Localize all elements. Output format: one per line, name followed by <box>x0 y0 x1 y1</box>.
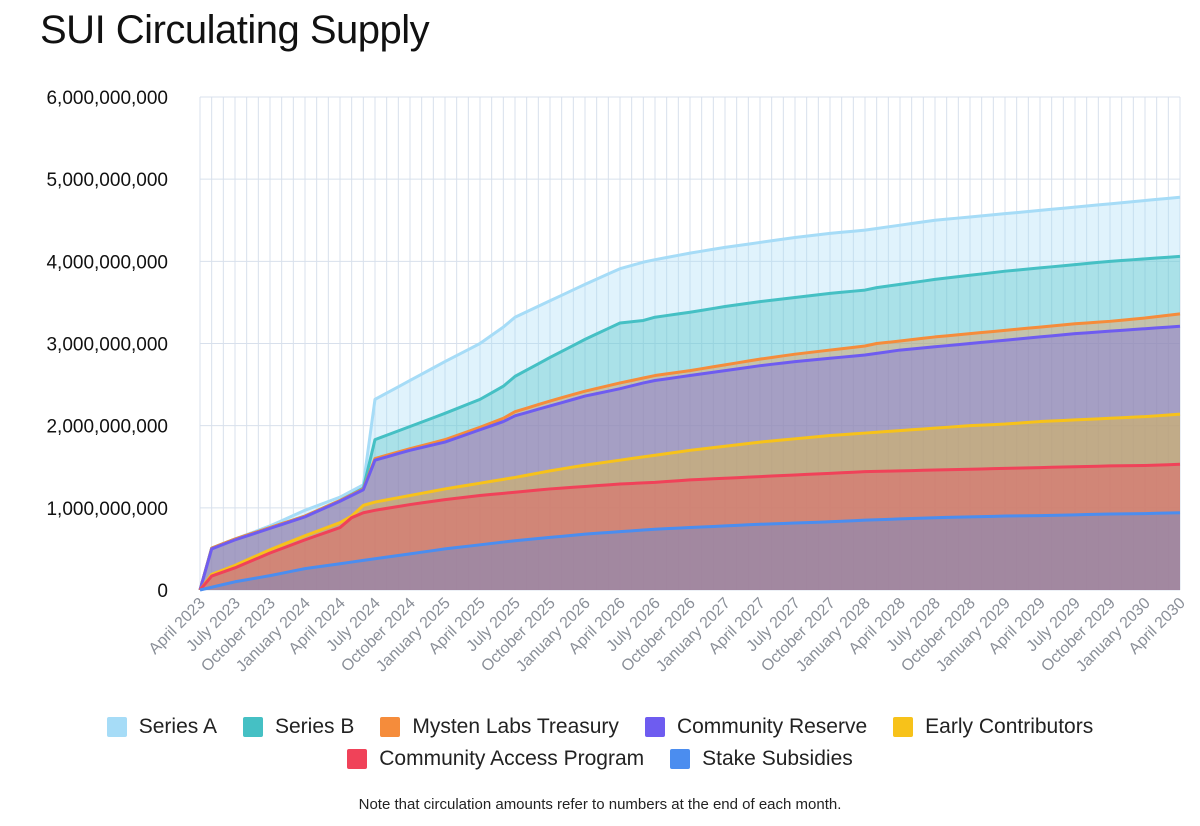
legend-swatch <box>347 749 368 769</box>
y-tick-label: 1,000,000,000 <box>46 499 168 520</box>
legend-item-community-access-program[interactable]: Community Access Program <box>347 747 644 771</box>
grid-lines <box>199 96 1181 591</box>
area-stake-subsidies <box>200 512 1180 590</box>
legend-swatch <box>106 717 127 737</box>
legend-item-series-a[interactable]: Series A <box>106 715 217 739</box>
legend-label: Community Access Program <box>379 747 645 770</box>
legend-swatch <box>644 717 665 737</box>
area-series-b <box>200 256 1180 590</box>
y-tick-label: 3,000,000,000 <box>46 335 168 356</box>
line-stake-subsidies <box>199 511 1181 592</box>
legend: Series A Series B Mysten Labs Treasury Comm… <box>0 715 1200 771</box>
legend-label: Series A <box>138 715 217 738</box>
legend-label: Community Reserve <box>676 715 868 738</box>
legend-swatch <box>670 749 691 769</box>
footnote: Note that circulation amounts refer to n… <box>358 796 842 813</box>
legend-item-mysten-labs-treasury[interactable]: Mysten Labs Treasury <box>380 715 619 739</box>
legend-item-early-contributors[interactable]: Early Contributors <box>893 715 1093 739</box>
legend-item-community-reserve[interactable]: Community Reserve <box>644 715 868 739</box>
line-community-reserve <box>198 324 1181 591</box>
chart-title: SUI Circulating Supply <box>40 8 430 52</box>
area-series-a <box>200 197 1180 591</box>
y-tick-label: 4,000,000,000 <box>46 252 168 273</box>
area-layer <box>198 195 1181 592</box>
legend-label: Series B <box>274 715 355 738</box>
legend-row: Series A Series B Mysten Labs Treasury Comm… <box>0 715 1200 739</box>
legend-swatch <box>380 717 401 737</box>
legend-row: Community Access Program Stake Subsidies <box>0 747 1200 771</box>
legend-label: Stake Subsidies <box>702 747 853 770</box>
legend-label: Mysten Labs Treasury <box>412 715 619 738</box>
legend-item-stake-subsidies[interactable]: Stake Subsidies <box>670 747 853 771</box>
y-tick-label: 0 <box>157 581 168 602</box>
line-community-access-program <box>198 462 1181 591</box>
legend-item-series-b[interactable]: Series B <box>242 715 355 739</box>
y-axis: 0 1,000,000,000 2,000,000,000 3,000,000,000… <box>46 88 168 602</box>
area-mysten-labs-treasury <box>200 313 1180 590</box>
y-tick-label: 2,000,000,000 <box>46 417 168 438</box>
legend-swatch <box>242 717 263 737</box>
line-early-contributors <box>198 412 1181 591</box>
area-early-contributors <box>200 414 1180 590</box>
y-tick-label: 6,000,000,000 <box>46 88 168 109</box>
legend-label: Early Contributors <box>925 715 1094 738</box>
area-community-reserve <box>200 326 1180 590</box>
y-tick-label: 5,000,000,000 <box>46 170 168 191</box>
legend-swatch <box>893 717 914 737</box>
